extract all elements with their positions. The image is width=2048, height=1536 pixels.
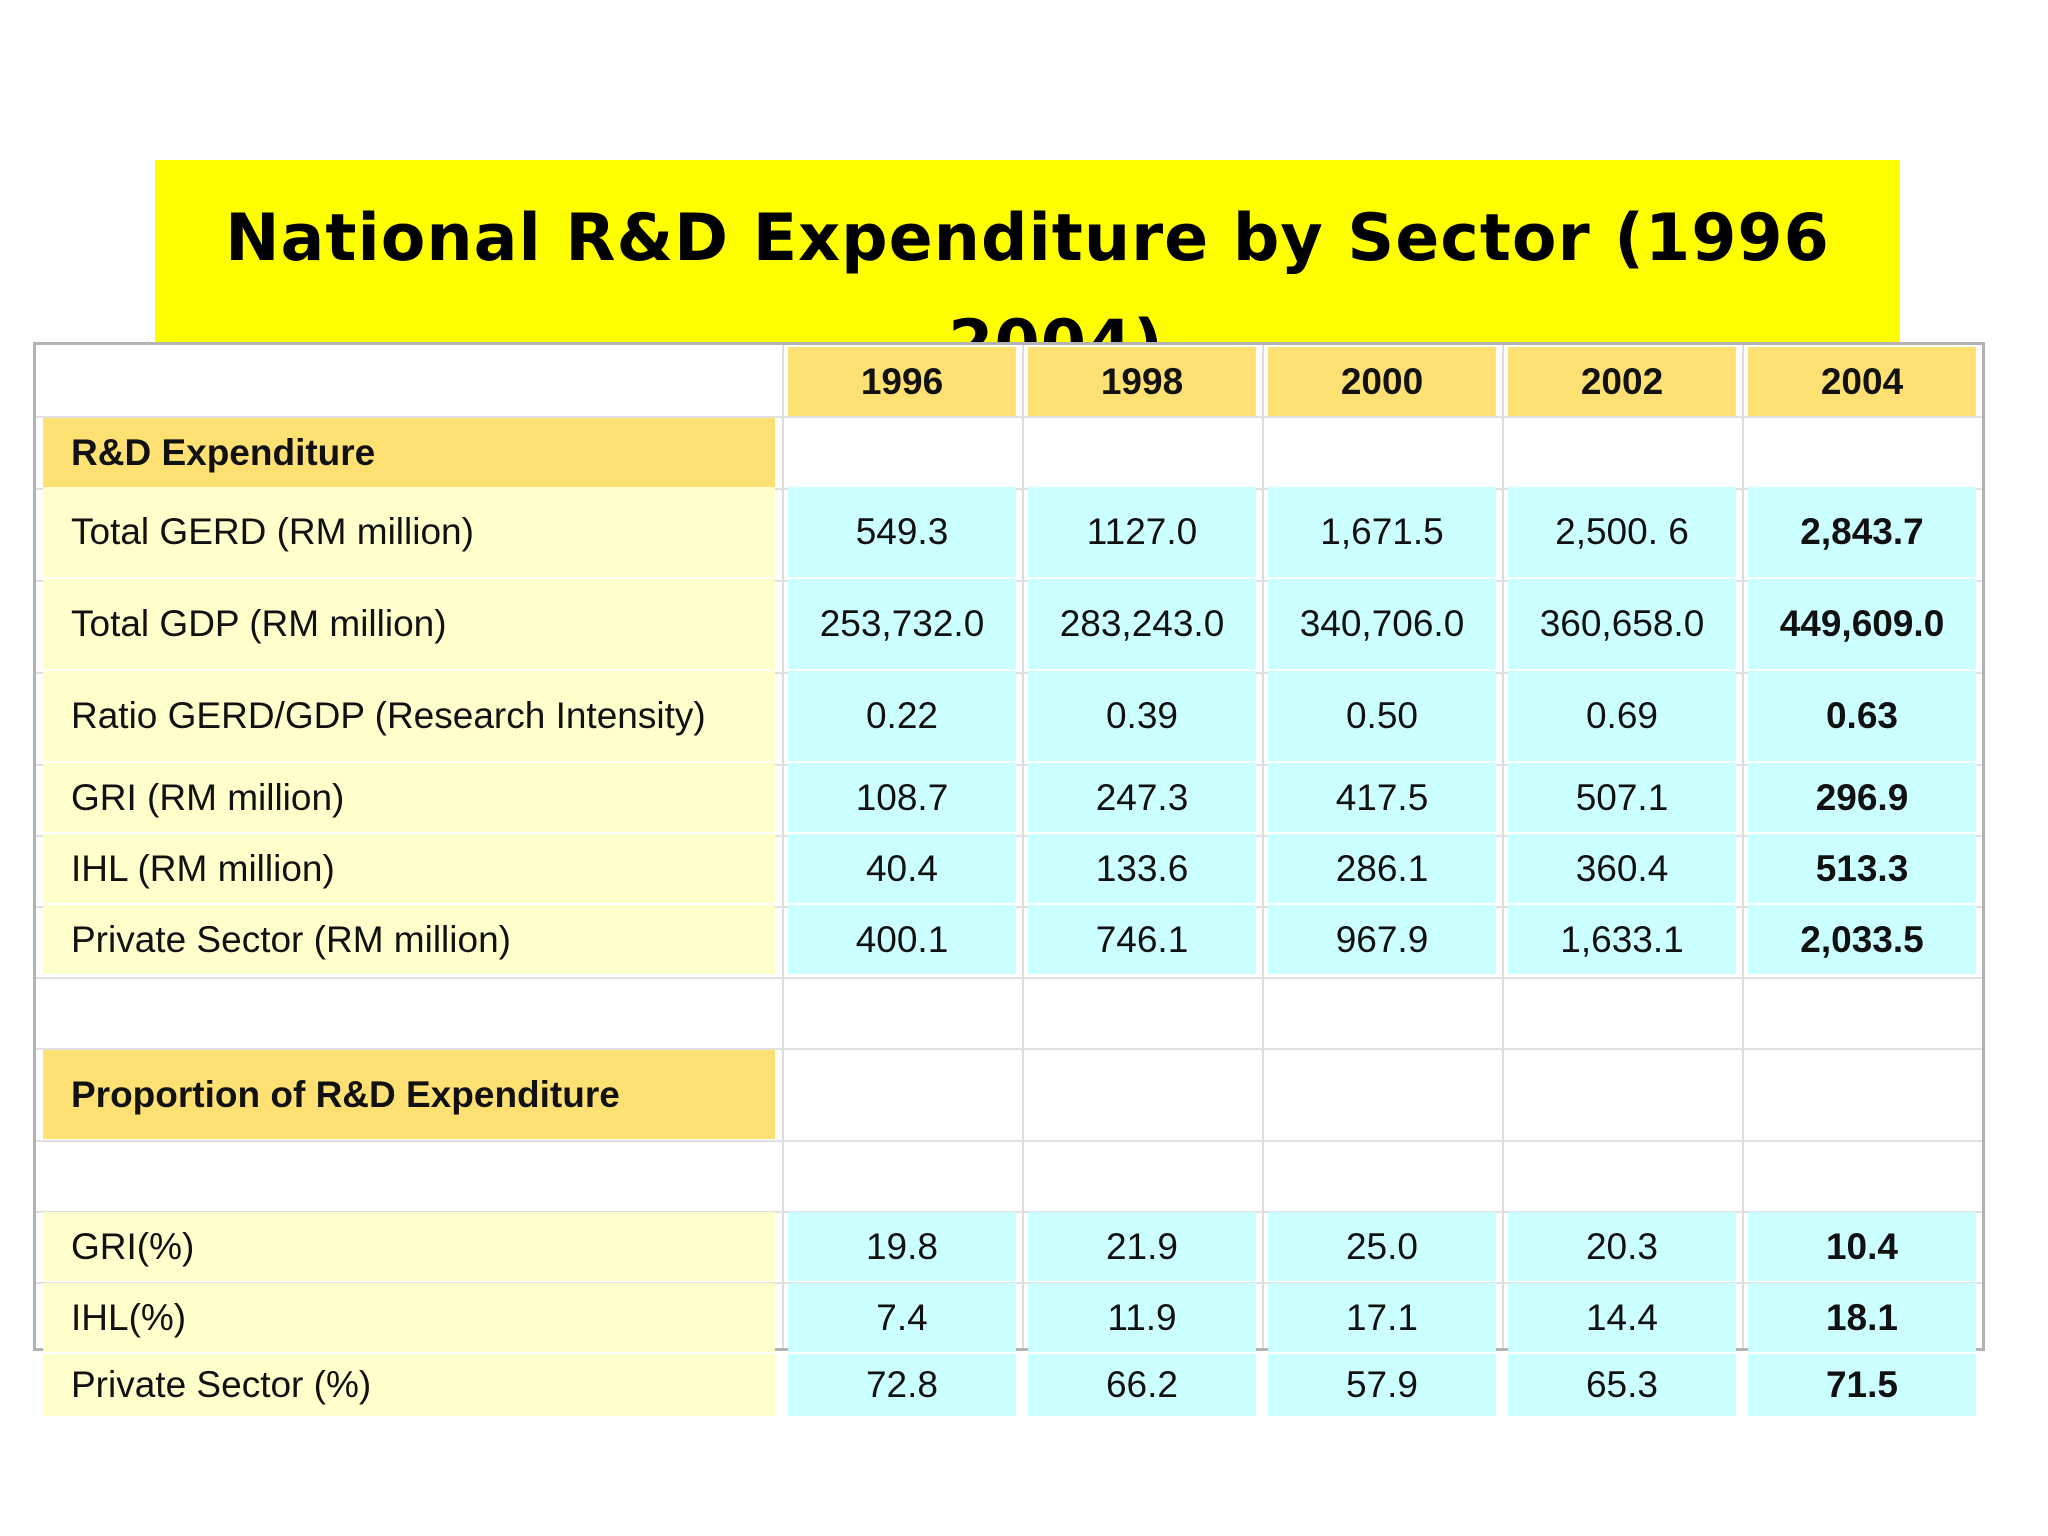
row-label: Private Sector (RM million)	[43, 905, 775, 974]
value-cell: 507.1	[1508, 763, 1736, 832]
value-cell: 108.7	[788, 763, 1016, 832]
section-header-proportion: Proportion of R&D Expenditure	[43, 1050, 775, 1139]
value-cell: 65.3	[1508, 1354, 1736, 1416]
value-cell: 0.50	[1268, 671, 1496, 761]
value-cell: 400.1	[788, 905, 1016, 974]
value-cell: 549.3	[788, 487, 1016, 577]
page-title: National R&D Expenditure by Sector (1996…	[225, 201, 1830, 382]
value-cell: 11.9	[1028, 1283, 1256, 1352]
year-header: 1996	[788, 347, 1016, 416]
value-cell: 57.9	[1268, 1354, 1496, 1416]
year-header: 1998	[1028, 347, 1256, 416]
value-cell: 1127.0	[1028, 487, 1256, 577]
column-divider	[1022, 345, 1024, 1348]
row-label: IHL(%)	[43, 1283, 775, 1352]
row-divider	[36, 1048, 1982, 1050]
value-cell: 19.8	[788, 1212, 1016, 1281]
value-cell: 360,658.0	[1508, 579, 1736, 669]
column-divider	[782, 345, 784, 1348]
value-cell: 21.9	[1028, 1212, 1256, 1281]
value-cell: 20.3	[1508, 1212, 1736, 1281]
value-cell: 0.63	[1748, 671, 1976, 761]
row-label: GRI (RM million)	[43, 763, 775, 832]
row-label: Total GDP (RM million)	[43, 579, 775, 669]
value-cell: 133.6	[1028, 834, 1256, 903]
value-cell: 72.8	[788, 1354, 1016, 1416]
value-cell: 40.4	[788, 834, 1016, 903]
value-cell: 71.5	[1748, 1354, 1976, 1416]
value-cell: 7.4	[788, 1283, 1016, 1352]
value-cell: 0.39	[1028, 671, 1256, 761]
column-divider	[1262, 345, 1264, 1348]
row-label: Private Sector (%)	[43, 1354, 775, 1416]
value-cell: 340,706.0	[1268, 579, 1496, 669]
year-header: 2000	[1268, 347, 1496, 416]
row-divider	[36, 977, 1982, 979]
value-cell: 286.1	[1268, 834, 1496, 903]
row-label: IHL (RM million)	[43, 834, 775, 903]
year-header: 2002	[1508, 347, 1736, 416]
value-cell: 449,609.0	[1748, 579, 1976, 669]
row-divider	[36, 416, 1982, 418]
row-label: Total GERD (RM million)	[43, 487, 775, 577]
value-cell: 17.1	[1268, 1283, 1496, 1352]
column-divider	[1742, 345, 1744, 1348]
value-cell: 10.4	[1748, 1212, 1976, 1281]
value-cell: 513.3	[1748, 834, 1976, 903]
value-cell: 1,633.1	[1508, 905, 1736, 974]
row-divider	[36, 1140, 1982, 1142]
rd-expenditure-table: 1996 1998 2000 2002 2004 R&D Expenditure Propo…	[33, 342, 1985, 1416]
value-cell: 1,671.5	[1268, 487, 1496, 577]
value-cell: 2,033.5	[1748, 905, 1976, 974]
value-cell: 967.9	[1268, 905, 1496, 974]
value-cell: 2,500. 6	[1508, 487, 1736, 577]
value-cell: 296.9	[1748, 763, 1976, 832]
row-label: Ratio GERD/GDP (Research Intensity)	[43, 671, 775, 761]
value-cell: 283,243.0	[1028, 579, 1256, 669]
value-cell: 2,843.7	[1748, 487, 1976, 577]
section-header-expenditure: R&D Expenditure	[43, 418, 775, 487]
value-cell: 417.5	[1268, 763, 1496, 832]
value-cell: 0.69	[1508, 671, 1736, 761]
value-cell: 247.3	[1028, 763, 1256, 832]
year-header: 2004	[1748, 347, 1976, 416]
value-cell: 66.2	[1028, 1354, 1256, 1416]
value-cell: 14.4	[1508, 1283, 1736, 1352]
value-cell: 746.1	[1028, 905, 1256, 974]
value-cell: 253,732.0	[788, 579, 1016, 669]
value-cell: 360.4	[1508, 834, 1736, 903]
value-cell: 18.1	[1748, 1283, 1976, 1352]
row-label: GRI(%)	[43, 1212, 775, 1281]
value-cell: 0.22	[788, 671, 1016, 761]
value-cell: 25.0	[1268, 1212, 1496, 1281]
column-divider	[1502, 345, 1504, 1348]
